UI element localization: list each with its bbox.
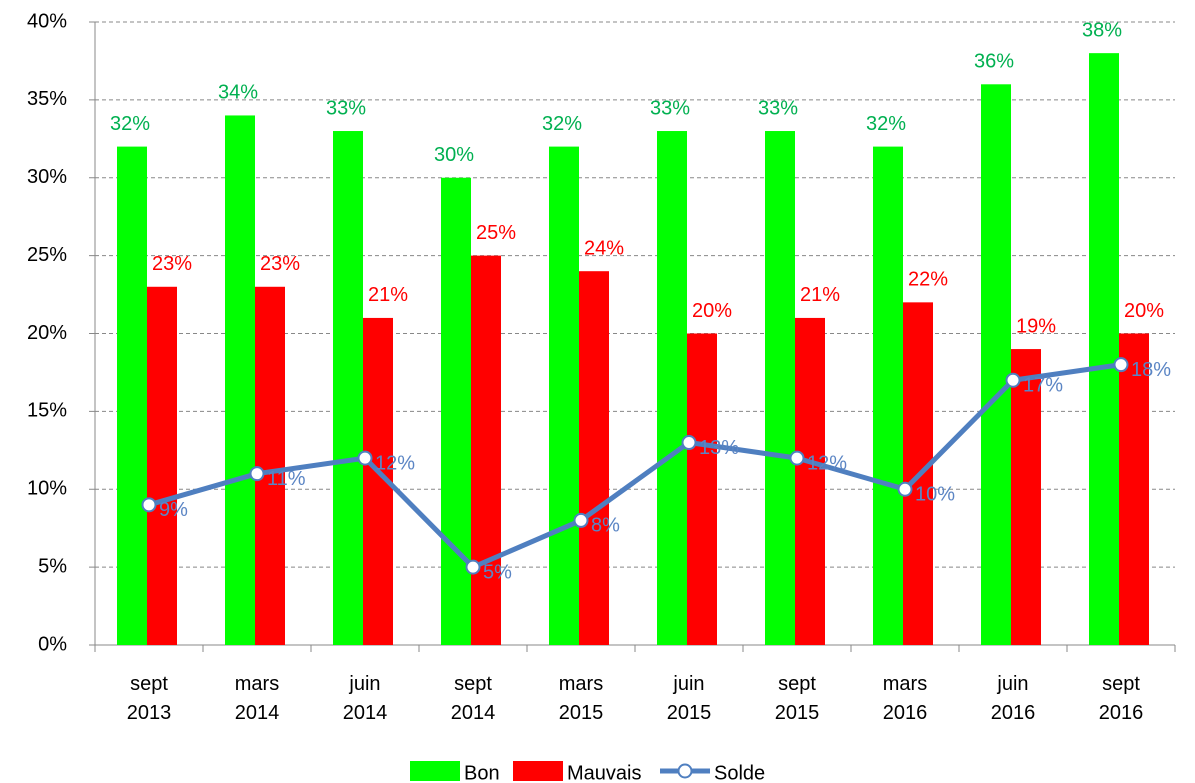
y-tick-label: 20% — [27, 322, 67, 344]
data-label: 9% — [159, 499, 188, 521]
x-tick-label: sept 2014 — [450, 673, 496, 724]
line-marker — [1005, 372, 1021, 388]
line-marker — [249, 466, 265, 482]
bar — [981, 84, 1011, 646]
data-label: 22% — [908, 269, 948, 291]
data-label: 19% — [1016, 315, 1056, 337]
legend-label: Mauvais — [567, 762, 641, 783]
data-label: 21% — [800, 284, 840, 306]
bar — [765, 131, 795, 645]
x-tick-label: sept 2013 — [126, 673, 172, 724]
bar — [1119, 333, 1149, 645]
data-label: 13% — [699, 437, 739, 459]
data-label: 21% — [368, 284, 408, 306]
data-label: 17% — [1023, 375, 1063, 397]
data-label: 24% — [584, 237, 624, 259]
line-marker — [897, 481, 913, 497]
bar — [117, 146, 147, 645]
data-label: 30% — [434, 144, 474, 166]
line — [148, 362, 1122, 570]
data-label: 23% — [260, 253, 300, 275]
bar — [225, 115, 255, 645]
x-tick-label: juin 2015 — [666, 673, 712, 724]
data-label: 38% — [1082, 19, 1122, 41]
legend-label: Solde — [714, 762, 765, 783]
data-label: 10% — [915, 484, 955, 506]
x-tick-label: sept 2015 — [774, 673, 820, 724]
bar — [795, 317, 825, 645]
bar — [147, 286, 177, 645]
data-label: 12% — [807, 452, 847, 474]
data-label: 25% — [476, 222, 516, 244]
line-marker — [141, 497, 157, 513]
bar — [441, 177, 471, 645]
y-tick-label: 5% — [38, 555, 67, 577]
x-tick-label: juin 2014 — [342, 673, 388, 724]
data-label: 36% — [974, 51, 1014, 73]
x-tick-label: mars 2015 — [558, 673, 604, 724]
legend-swatch — [410, 761, 460, 781]
legend-swatch — [513, 761, 563, 781]
legend-swatch — [677, 763, 693, 779]
line-marker — [357, 450, 373, 466]
bar — [255, 286, 285, 645]
data-label: 8% — [591, 515, 620, 537]
y-tick-label: 30% — [27, 166, 67, 188]
x-tick-label: mars 2016 — [882, 673, 928, 724]
bar — [1089, 53, 1119, 645]
x-tick-label: sept 2016 — [1098, 673, 1144, 724]
bar — [657, 131, 687, 645]
data-label: 20% — [692, 300, 732, 322]
line-marker — [465, 559, 481, 575]
bar — [687, 333, 717, 645]
y-tick-label: 10% — [27, 478, 67, 500]
data-label: 32% — [110, 113, 150, 135]
data-label: 18% — [1131, 359, 1171, 381]
data-label: 32% — [866, 113, 906, 135]
y-tick-label: 0% — [38, 633, 67, 655]
y-tick-label: 25% — [27, 244, 67, 266]
line-marker — [681, 435, 697, 451]
data-label: 23% — [152, 253, 192, 275]
line-marker — [1113, 357, 1129, 373]
line-marker — [573, 512, 589, 528]
data-label: 32% — [542, 113, 582, 135]
y-tick-label: 35% — [27, 88, 67, 110]
data-label: 33% — [650, 97, 690, 119]
bar — [873, 146, 903, 645]
bar — [471, 255, 501, 645]
data-label: 33% — [758, 97, 798, 119]
bar — [579, 271, 609, 645]
line-marker — [789, 450, 805, 466]
data-label: 20% — [1124, 300, 1164, 322]
y-tick-label: 15% — [27, 400, 67, 422]
x-tick-label: juin 2016 — [990, 673, 1036, 724]
legend-label: Bon — [464, 762, 500, 783]
data-label: 5% — [483, 561, 512, 583]
bar — [333, 131, 363, 645]
y-tick-label: 40% — [27, 10, 67, 32]
x-tick-label: mars 2014 — [234, 673, 280, 724]
data-label: 11% — [267, 468, 306, 490]
data-label: 12% — [375, 452, 415, 474]
bar — [1011, 349, 1041, 645]
data-label: 33% — [326, 97, 366, 119]
data-label: 34% — [218, 82, 258, 104]
bar — [549, 146, 579, 645]
